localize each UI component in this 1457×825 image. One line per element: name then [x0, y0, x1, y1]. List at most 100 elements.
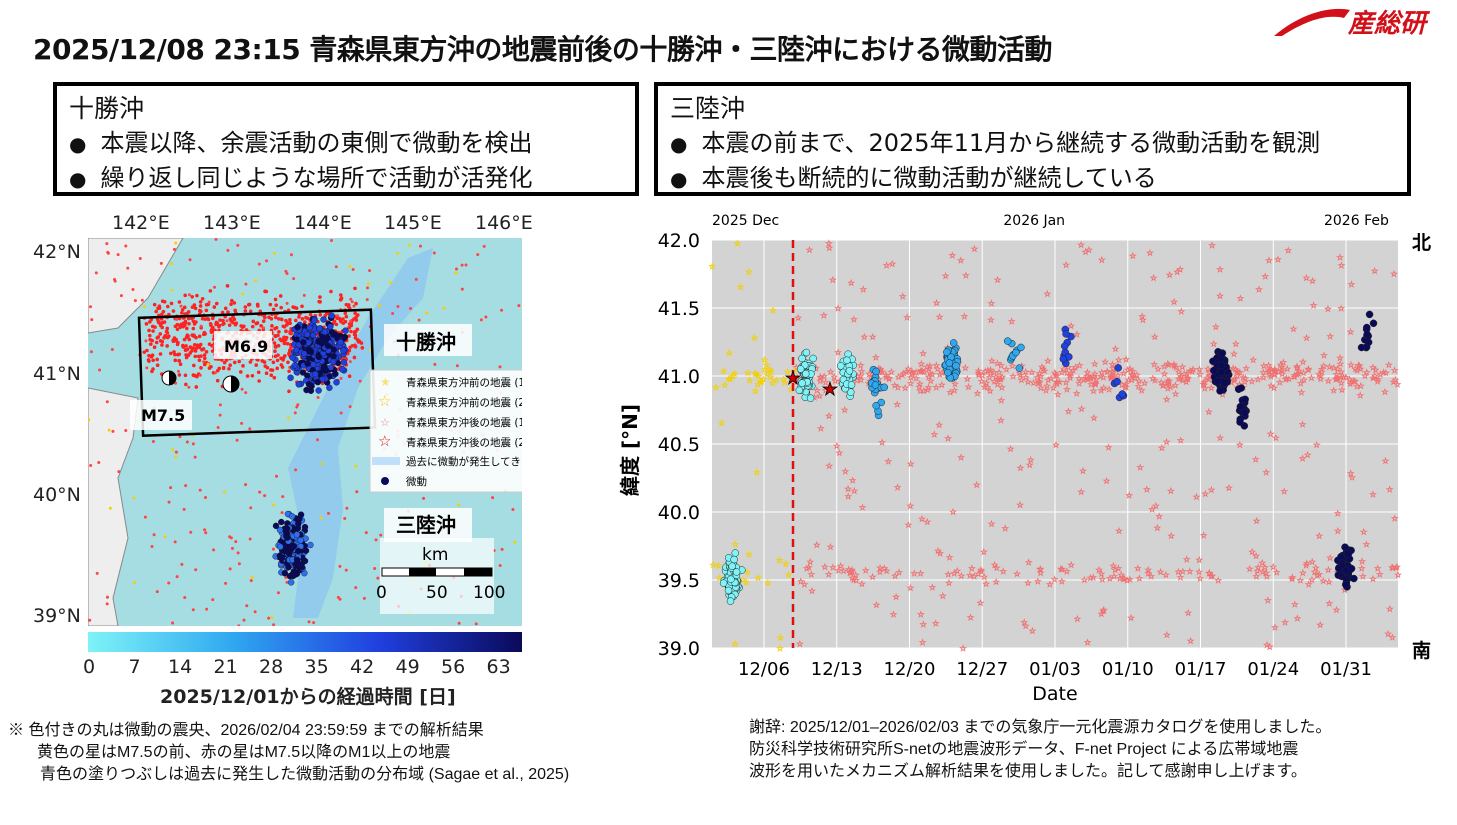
map-earthquake: [325, 311, 329, 316]
page-title: 2025/12/08 23:15 青森県東方沖の地震前後の十勝沖・三陸沖における…: [33, 33, 1052, 66]
tremor-point: [1114, 364, 1122, 372]
map-earthquake: [177, 359, 182, 363]
map-earthquake: [184, 353, 188, 357]
map-earthquake: [175, 327, 180, 332]
earthquake-star: ☆: [1347, 360, 1354, 369]
earthquake-star: ☆: [1087, 380, 1094, 389]
earthquake-star: ☆: [1263, 572, 1270, 581]
earthquake-star: ☆: [1334, 526, 1341, 535]
tremor-point: [843, 356, 851, 365]
earthquake-star: ☆: [1333, 374, 1340, 383]
earthquake-star: ☆: [1183, 377, 1190, 386]
map-earthquake: [238, 370, 243, 374]
map-earthquake: [327, 511, 331, 515]
tremor-point: [798, 379, 806, 387]
earthquake-star: ☆: [1265, 368, 1272, 377]
map-earthquake: [167, 581, 171, 585]
map-earthquake: [254, 279, 258, 283]
map-earthquake: [234, 540, 238, 544]
earthquake-star: ☆: [1164, 377, 1171, 386]
tremor-point: [798, 354, 806, 363]
earthquake-star: ☆: [1159, 381, 1166, 390]
earthquake-star: ☆: [716, 574, 723, 583]
earthquake-star: ☆: [1294, 614, 1301, 623]
map-earthquake: [204, 531, 208, 535]
map-earthquake: [265, 365, 270, 370]
earthquake-star: ☆: [981, 572, 988, 581]
map-earthquake: [276, 591, 280, 595]
earthquake-star: ☆: [975, 370, 982, 379]
map-earthquake: [226, 310, 230, 314]
map-earthquake: [307, 620, 311, 624]
map-earthquake: [209, 323, 213, 328]
map-earthquake: [273, 349, 277, 354]
map-earthquake: [207, 300, 211, 304]
earthquake-star: ☆: [1259, 568, 1266, 577]
earthquake-star: ☆: [1038, 362, 1045, 371]
map-legend: ★ 青森県東方沖前の地震 (1.0 ≤ M<2) ☆ 青森県東方沖前の地震 (2 ≤…: [369, 369, 522, 493]
earthquake-star: ☆: [1084, 375, 1091, 384]
earthquake-star: ☆: [1151, 332, 1158, 341]
earthquake-star: ☆: [841, 405, 848, 414]
earthquake-star: ☆: [1316, 570, 1323, 579]
earthquake-star: ☆: [1325, 578, 1332, 587]
map-tremor: [342, 327, 349, 334]
map-earthquake: [289, 346, 293, 350]
earthquake-star: ☆: [1170, 360, 1177, 369]
map-earthquake: [182, 337, 187, 342]
earthquake-star: ☆: [788, 385, 795, 394]
latitude-time-chart: ☆☆☆☆☆☆☆☆☆☆☆☆☆☆☆☆☆☆☆☆☆☆☆☆☆☆☆☆☆☆☆☆☆☆☆☆☆☆☆☆…: [618, 213, 1431, 705]
earthquake-star: ☆: [1315, 370, 1322, 379]
earthquake-star: ☆: [1288, 575, 1295, 584]
earthquake-star: ☆: [1172, 381, 1179, 390]
map-earthquake: [292, 305, 297, 310]
earthquake-star: ☆: [1374, 564, 1381, 573]
map-earthquake: [148, 320, 152, 324]
map-earthquake: [160, 312, 164, 317]
map-earthquake: [189, 530, 193, 534]
earthquake-star: ☆: [1341, 585, 1348, 594]
earthquake-star: ☆: [1179, 362, 1186, 371]
earthquake-star: ☆: [1333, 370, 1340, 379]
map-earthquake: [88, 618, 92, 622]
earthquake-star: ☆: [1177, 573, 1184, 582]
earthquake-star: ☆: [999, 373, 1006, 382]
map-earthquake: [272, 503, 276, 507]
map-earthquake: [303, 320, 307, 324]
earthquake-star: ☆: [980, 548, 987, 557]
earthquake-star: ☆: [849, 476, 856, 485]
earthquake-star: ☆: [1179, 567, 1186, 576]
earthquake-star: ☆: [1299, 454, 1306, 463]
map-earthquake: [124, 244, 128, 248]
map-earthquake: [432, 251, 436, 255]
earthquake-star: ☆: [1357, 382, 1364, 391]
earthquake-star: ☆: [879, 438, 886, 447]
earthquake-star: ☆: [813, 364, 820, 373]
map-earthquake: [213, 371, 217, 375]
map-earthquake: [353, 286, 357, 291]
earthquake-star: ☆: [1388, 563, 1395, 572]
earthquake-star: ☆: [1303, 274, 1310, 283]
svg-text:0: 0: [376, 583, 387, 603]
earthquake-star: ☆: [1279, 370, 1286, 379]
earthquake-star: ☆: [1390, 269, 1397, 278]
map-earthquake: [240, 292, 244, 296]
earthquake-star: ☆: [1361, 372, 1368, 381]
map-earthquake: [184, 355, 189, 360]
map-earthquake: [105, 595, 109, 599]
map-earthquake: [248, 309, 253, 314]
earthquake-star: ☆: [1255, 563, 1262, 572]
map-earthquake: [268, 302, 273, 307]
map-earthquake: [292, 277, 296, 281]
tremor-point: [1347, 564, 1356, 573]
earthquake-star: ☆: [1200, 531, 1207, 540]
map-earthquake: [272, 341, 277, 345]
y-tick-label: 41.0: [658, 366, 700, 388]
map-earthquake: [276, 317, 281, 321]
earthquake-star: ☆: [1338, 261, 1345, 270]
acknowledgement-line: 防災科学技術研究所S-netの地震波形データ、F-net Project による…: [749, 741, 1299, 758]
earthquake-star: ☆: [1280, 358, 1287, 367]
earthquake-star: ☆: [1053, 378, 1060, 387]
earthquake-star: ☆: [916, 382, 923, 391]
earthquake-star: ☆: [1037, 565, 1044, 574]
